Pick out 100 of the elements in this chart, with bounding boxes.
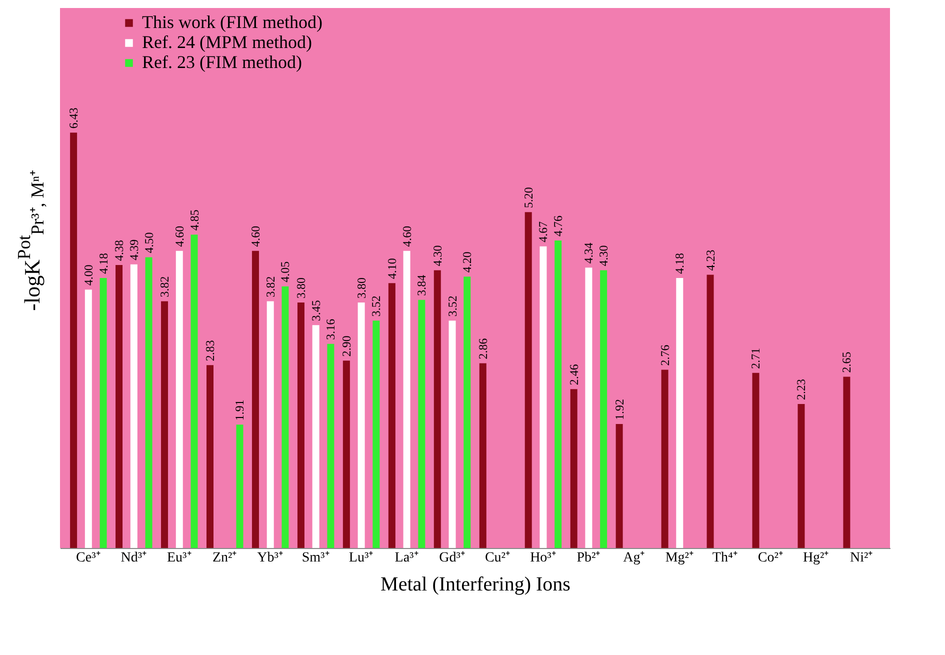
- data-label: 4.85: [187, 210, 202, 231]
- bar: [479, 363, 486, 548]
- bar: [312, 325, 320, 548]
- data-label: 6.43: [66, 108, 81, 129]
- x-axis-title: Metal (Interfering) Ions: [380, 574, 571, 596]
- data-label: 3.45: [308, 300, 323, 322]
- bar: [464, 276, 471, 548]
- bar: [616, 424, 623, 548]
- bar: [297, 302, 304, 548]
- data-label: 4.30: [430, 245, 444, 266]
- data-label: 5.20: [521, 187, 536, 208]
- bar: [236, 424, 244, 548]
- bar: [282, 286, 289, 548]
- legend-label: This work (FIM method): [142, 12, 322, 32]
- data-label: 2.65: [840, 352, 854, 373]
- bar: [676, 278, 684, 548]
- bar: [145, 257, 152, 548]
- x-tick-label: Ho³⁺: [530, 550, 556, 566]
- data-label: 4.18: [672, 252, 687, 274]
- data-label: 4.67: [536, 221, 550, 242]
- bar: [161, 301, 168, 548]
- data-label: 4.60: [400, 226, 414, 247]
- legend-label: Ref. 23 (FIM method): [142, 52, 302, 72]
- bar: [100, 278, 107, 548]
- bar: [130, 264, 138, 548]
- x-tick-label: Nd³⁺: [120, 550, 148, 566]
- bar: [524, 212, 532, 548]
- data-label: 3.52: [445, 296, 460, 317]
- bar: [706, 274, 714, 548]
- bar: [327, 344, 334, 548]
- bar: [70, 132, 78, 548]
- data-label: 2.76: [658, 344, 672, 366]
- data-label: 1.91: [232, 400, 247, 421]
- bar: [116, 265, 123, 548]
- data-label: 1.92: [612, 398, 626, 420]
- x-tick-label: Cu²⁺: [484, 550, 511, 566]
- bar: [372, 320, 380, 548]
- bar: [570, 389, 578, 548]
- data-label: 3.82: [263, 276, 278, 298]
- data-label: 2.83: [202, 340, 217, 362]
- bar: [418, 300, 426, 548]
- data-label: 3.80: [294, 278, 308, 299]
- data-label: 4.39: [126, 239, 141, 260]
- x-tick-label: Gd³⁺: [439, 550, 466, 566]
- bar: [434, 270, 441, 548]
- data-label: 2.46: [566, 364, 581, 386]
- bar: [84, 290, 92, 548]
- x-tick-label: Hg²⁺: [802, 550, 830, 566]
- x-tick-label: Eu³⁺: [167, 550, 192, 566]
- data-label: 4.30: [596, 245, 611, 266]
- x-tick-label: Lu³⁺: [348, 550, 374, 566]
- bar: [206, 365, 214, 548]
- bar: [190, 234, 198, 548]
- data-label: 4.10: [384, 258, 399, 280]
- x-tick-label: Mg²⁺: [665, 550, 694, 566]
- data-label: 4.20: [460, 252, 474, 273]
- bar: [176, 250, 183, 548]
- data-label: 4.76: [551, 216, 566, 236]
- x-tick-label: Co²⁺: [758, 550, 784, 566]
- x-tick-label: Sm³⁺: [302, 550, 330, 566]
- bar: [843, 376, 850, 548]
- data-label: 4.60: [248, 226, 262, 247]
- data-label: 3.16: [324, 318, 338, 340]
- x-tick-label: Pb²⁺: [576, 550, 601, 566]
- data-label: 4.05: [278, 261, 292, 282]
- bar: [403, 250, 410, 548]
- bar: [661, 370, 668, 548]
- x-tick-label: Ag⁺: [623, 550, 646, 566]
- bar: [252, 250, 259, 548]
- data-label: 4.23: [703, 250, 718, 271]
- data-label: 2.71: [748, 348, 763, 369]
- x-tick-label: Th⁴⁺: [712, 550, 738, 566]
- bar: [342, 360, 350, 548]
- legend-label: Ref. 24 (MPM method): [142, 32, 312, 52]
- bar: [266, 301, 274, 548]
- bar: [554, 240, 562, 548]
- data-label: 3.84: [414, 274, 429, 296]
- x-tick-label: Zn²⁺: [212, 550, 238, 566]
- data-label: 4.38: [112, 240, 126, 262]
- data-label: 4.50: [142, 232, 156, 254]
- x-tick-label: Yb³⁺: [257, 550, 284, 566]
- data-label: 3.80: [354, 278, 368, 299]
- data-label: 3.82: [158, 276, 172, 298]
- bar: [600, 270, 608, 548]
- data-label: 4.18: [96, 252, 110, 274]
- bar: [752, 372, 760, 548]
- data-label: 2.23: [794, 378, 808, 400]
- data-label: 4.34: [582, 242, 596, 264]
- x-tick-label: La³⁺: [394, 550, 419, 566]
- x-tick-label: Ce³⁺: [76, 550, 101, 566]
- bar: [585, 268, 592, 548]
- bar: [448, 320, 456, 548]
- data-label: 3.52: [369, 296, 384, 317]
- data-label: 2.86: [476, 338, 490, 360]
- data-label: 2.90: [339, 336, 354, 357]
- bar: [540, 246, 547, 548]
- data-label: 4.60: [172, 226, 186, 247]
- bar: [798, 404, 805, 548]
- x-tick-label: Ni²⁺: [850, 550, 874, 566]
- bar: [358, 302, 365, 548]
